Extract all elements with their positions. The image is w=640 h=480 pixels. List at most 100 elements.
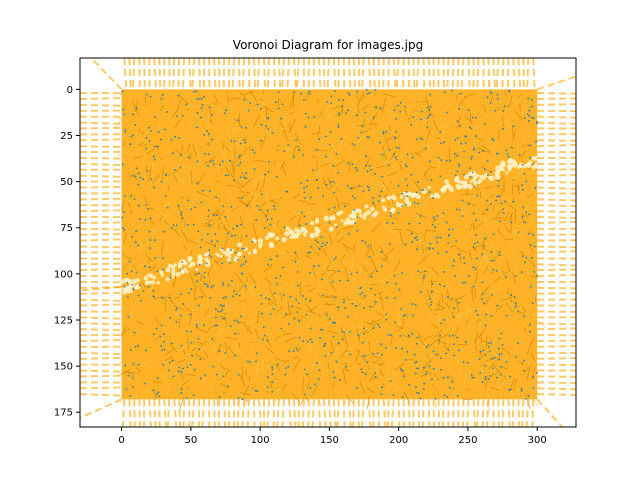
voronoi-point: [397, 212, 400, 214]
voronoi-edge: [177, 361, 185, 376]
voronoi-point: [216, 240, 219, 243]
voronoi-edge: [518, 185, 521, 191]
voronoi-edge: [382, 145, 387, 160]
voronoi-point: [271, 368, 274, 371]
voronoi-point: [197, 230, 200, 233]
voronoi-edge: [191, 308, 195, 324]
voronoi-edge: [327, 362, 330, 370]
voronoi-edge: [304, 346, 316, 355]
voronoi-point: [429, 93, 432, 96]
voronoi-edge: [177, 295, 180, 301]
voronoi-edge: [172, 168, 179, 175]
voronoi-point: [305, 313, 308, 316]
voronoi-edge: [203, 272, 213, 283]
voronoi-edge: [161, 293, 172, 300]
voronoi-point: [276, 282, 279, 285]
voronoi-edge: [436, 159, 441, 174]
infinite-ridge: [367, 399, 372, 427]
voronoi-point: [282, 293, 285, 296]
voronoi-point: [386, 296, 389, 299]
voronoi-cell-highlight: [289, 230, 295, 236]
voronoi-cell-highlight: [294, 235, 298, 239]
voronoi-edge: [467, 329, 479, 338]
infinite-ridge: [317, 58, 322, 90]
voronoi-point: [443, 319, 445, 321]
voronoi-edge: [121, 324, 128, 337]
voronoi-point: [324, 135, 327, 138]
voronoi-edge: [243, 385, 250, 397]
voronoi-edge: [152, 381, 162, 384]
voronoi-point: [258, 209, 261, 211]
voronoi-point: [498, 353, 501, 356]
voronoi-edge: [340, 257, 347, 266]
voronoi-edge: [491, 217, 503, 220]
voronoi-cell-highlight: [187, 258, 192, 262]
voronoi-point: [208, 224, 211, 227]
voronoi-cell-highlight: [364, 204, 369, 209]
voronoi-point: [379, 141, 381, 144]
voronoi-edge: [177, 204, 184, 219]
voronoi-point: [210, 256, 213, 258]
voronoi-point: [262, 338, 265, 341]
voronoi-point: [180, 388, 183, 391]
voronoi-edge: [241, 312, 244, 317]
voronoi-edge: [445, 119, 450, 128]
voronoi-edge: [133, 156, 143, 159]
infinite-ridge: [256, 58, 261, 90]
voronoi-edge: [335, 187, 341, 193]
voronoi-point: [451, 381, 454, 383]
voronoi-point: [224, 215, 227, 218]
infinite-ridge: [241, 58, 246, 90]
voronoi-point: [476, 257, 478, 260]
voronoi-edge: [459, 238, 466, 252]
voronoi-point: [333, 376, 336, 379]
voronoi-point: [360, 286, 363, 289]
voronoi-point: [412, 314, 414, 317]
voronoi-edge: [462, 195, 468, 200]
infinite-ridge: [188, 399, 191, 427]
voronoi-edge: [379, 257, 390, 264]
voronoi-edge: [287, 301, 291, 316]
voronoi-point: [484, 237, 487, 240]
voronoi-point: [332, 370, 335, 373]
voronoi-edge: [376, 180, 387, 188]
voronoi-edge: [441, 292, 444, 303]
voronoi-edge: [216, 398, 219, 406]
voronoi-edge: [455, 117, 466, 124]
voronoi-cell-highlight: [132, 279, 137, 284]
voronoi-edge: [455, 103, 460, 110]
voronoi-edge: [203, 156, 216, 165]
voronoi-point: [229, 159, 232, 162]
voronoi-edge: [413, 100, 422, 108]
voronoi-edge: [294, 212, 298, 217]
voronoi-edge: [274, 388, 281, 395]
voronoi-point: [530, 105, 533, 108]
voronoi-edge: [282, 130, 289, 142]
voronoi-point: [275, 277, 278, 279]
voronoi-edge: [390, 151, 397, 160]
infinite-ridge: [322, 58, 326, 90]
voronoi-point: [177, 370, 180, 373]
infinite-ridge: [80, 393, 122, 397]
infinite-ridge: [501, 58, 505, 90]
voronoi-point: [268, 298, 271, 301]
voronoi-edge: [154, 338, 160, 341]
voronoi-point: [254, 286, 257, 288]
voronoi-cell-highlight: [310, 221, 315, 226]
voronoi-point: [175, 307, 178, 310]
voronoi-point: [181, 367, 184, 370]
voronoi-edge: [517, 184, 520, 195]
voronoi-edge: [433, 372, 440, 382]
voronoi-cell-highlight: [252, 248, 257, 253]
voronoi-point: [488, 350, 491, 353]
voronoi-point: [308, 90, 311, 93]
voronoi-point: [243, 247, 246, 250]
voronoi-edge: [492, 112, 501, 120]
voronoi-edge: [500, 184, 505, 198]
voronoi-point: [462, 256, 465, 259]
voronoi-edge: [153, 296, 163, 300]
voronoi-edge: [226, 208, 232, 212]
voronoi-edge: [482, 103, 487, 114]
voronoi-edge: [498, 175, 505, 183]
voronoi-edge: [328, 233, 333, 246]
